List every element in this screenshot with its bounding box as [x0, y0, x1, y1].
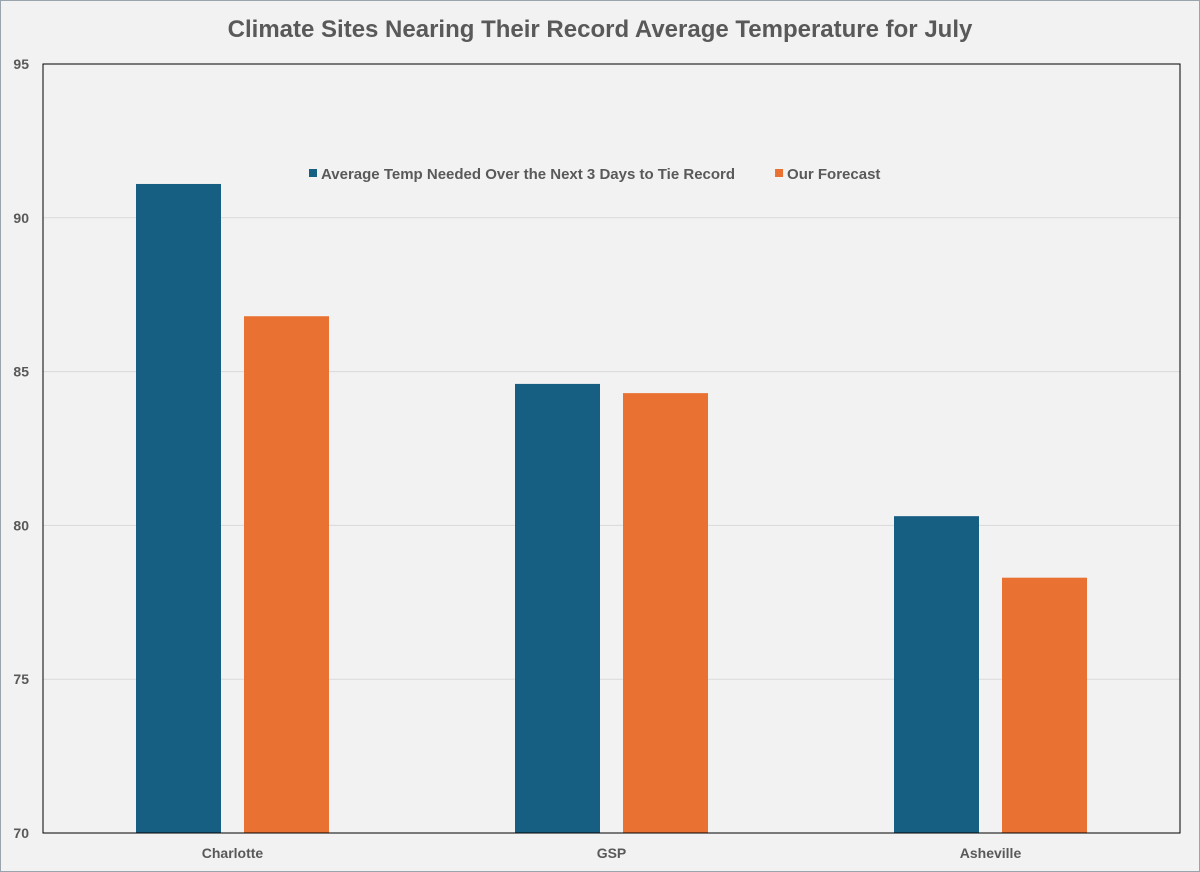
y-tick-label: 90 — [13, 210, 29, 226]
gridlines — [43, 217, 1180, 680]
y-tick-label: 85 — [13, 364, 29, 380]
bar-record-needed-charlotte — [136, 183, 221, 834]
y-tick-label: 75 — [13, 671, 29, 687]
bar-forecast-asheville — [1002, 577, 1087, 833]
legend-label: Our Forecast — [787, 166, 880, 183]
legend: Average Temp Needed Over the Next 3 Days… — [309, 166, 880, 183]
x-tick-label: Charlotte — [202, 845, 264, 861]
y-tick-label: 70 — [13, 825, 29, 841]
y-tick-label: 95 — [13, 56, 29, 72]
x-tick-label: GSP — [597, 845, 627, 861]
x-axis: Charlotte GSP Asheville — [202, 845, 1022, 861]
legend-label: Average Temp Needed Over the Next 3 Days… — [321, 166, 735, 183]
bar-record-needed-gsp — [515, 383, 600, 833]
bar-forecast-gsp — [623, 393, 708, 833]
plot-area-border — [42, 63, 1181, 834]
legend-swatch — [775, 169, 784, 177]
y-tick-label: 80 — [13, 517, 29, 533]
legend-swatch — [309, 169, 317, 177]
chart-title: Climate Sites Nearing Their Record Avera… — [228, 16, 973, 43]
y-axis: 70 75 80 85 90 95 — [13, 56, 29, 841]
bar-record-needed-asheville — [894, 516, 979, 833]
bar-forecast-charlotte — [244, 316, 329, 833]
x-tick-label: Asheville — [960, 845, 1022, 861]
bars — [136, 183, 1087, 834]
